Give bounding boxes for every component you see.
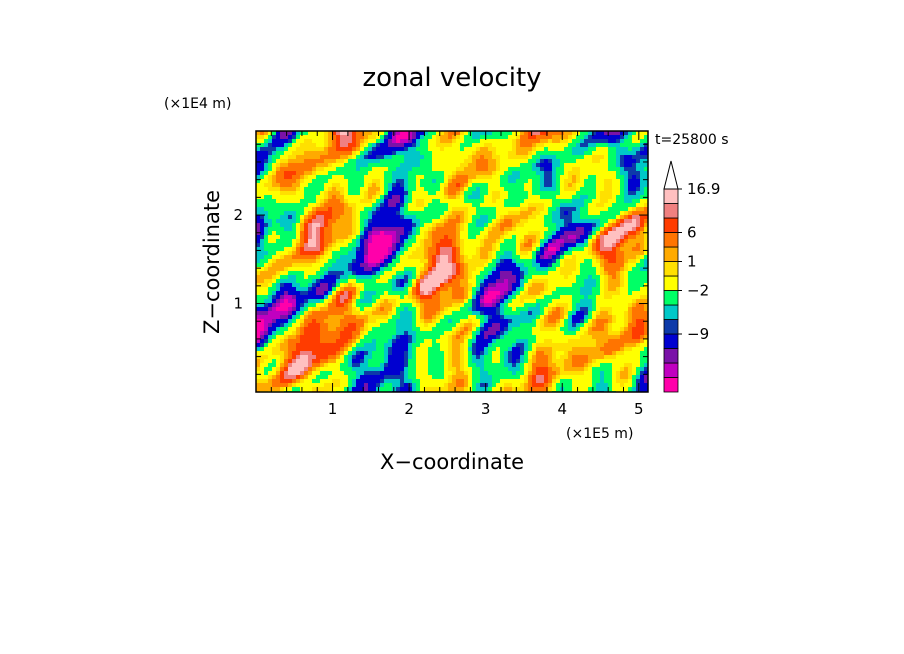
colorbar-level [663, 217, 679, 233]
x-multiplier-label: (×1E5 m) [566, 426, 633, 442]
colorbar-label: −9 [687, 325, 709, 343]
x-tick-label: 1 [328, 400, 338, 418]
colorbar-label: −2 [687, 282, 709, 300]
colorbar-label: 1 [687, 253, 697, 271]
colorbar-level [663, 377, 679, 393]
y-tick-label: 1 [233, 295, 243, 313]
colorbar-label: 16.9 [687, 180, 720, 198]
colorbar-level [663, 333, 679, 349]
chart-title: zonal velocity [362, 63, 541, 93]
colorbar-level [663, 275, 679, 291]
colorbar-level [663, 362, 679, 378]
plot-frame [255, 130, 649, 393]
colorbar-level [663, 290, 679, 306]
x-tick-label: 3 [481, 400, 491, 418]
x-axis-label: X−coordinate [380, 450, 524, 474]
colorbar-label: 6 [687, 224, 697, 242]
colorbar-level [663, 232, 679, 248]
colorbar-level [663, 319, 679, 335]
colorbar-level [663, 348, 679, 364]
y-tick-label: 2 [233, 206, 243, 224]
y-axis-label: Z−coordinate [200, 190, 224, 334]
colorbar-level [663, 246, 679, 262]
x-tick-label: 4 [557, 400, 567, 418]
colorbar-level [663, 188, 679, 204]
colorbar-level [663, 261, 679, 277]
x-tick-label: 5 [634, 400, 644, 418]
colorbar: 16.9 6 1 −2 −9 [663, 160, 720, 393]
x-tick-label: 2 [404, 400, 414, 418]
y-multiplier-label: (×1E4 m) [164, 96, 231, 112]
colorbar-level [663, 203, 679, 219]
colorbar-extend-arrow [663, 160, 679, 190]
velocity-field [256, 131, 648, 392]
time-label: t=25800 s [655, 132, 729, 148]
y-axis-ticks: 12 [233, 143, 648, 375]
x-axis-ticks: 1 2 3 4 5 [270, 131, 644, 418]
colorbar-level [663, 304, 679, 320]
